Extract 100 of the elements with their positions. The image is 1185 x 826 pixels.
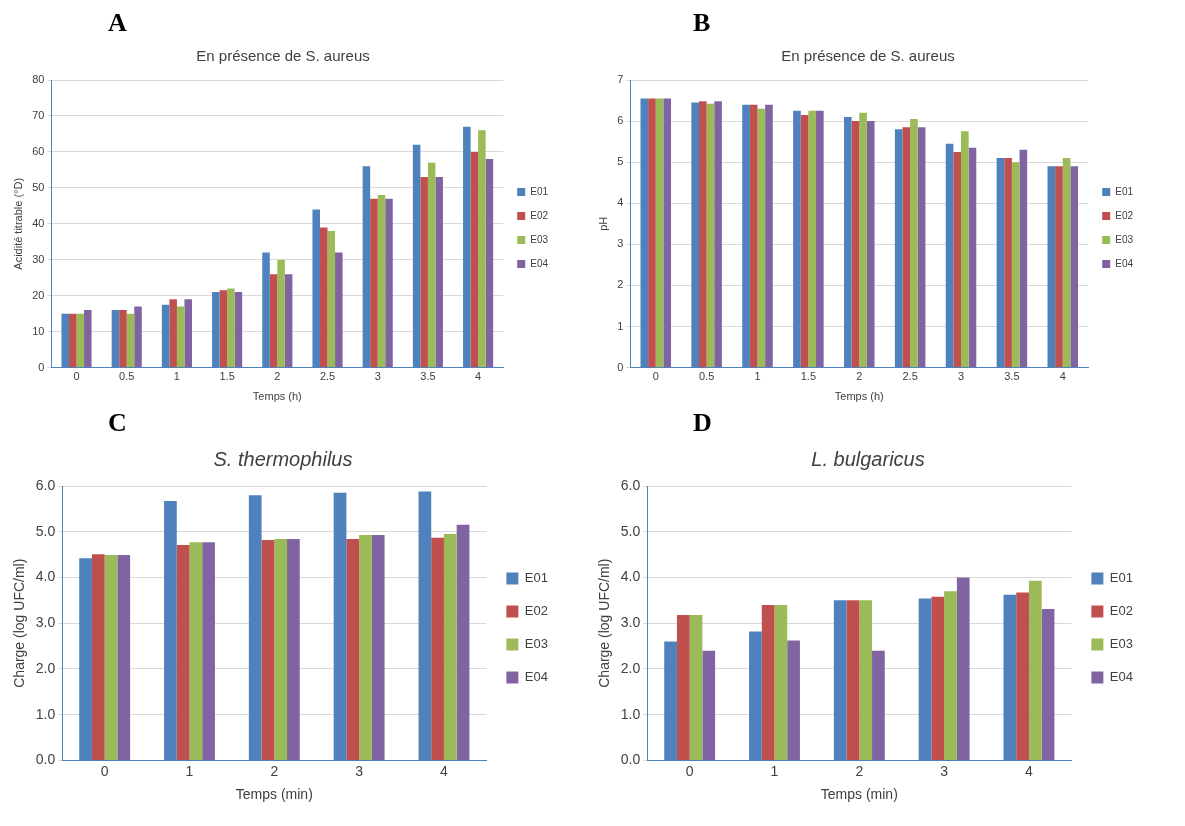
x-tick-label: 4 [1059, 370, 1066, 383]
bar [902, 127, 911, 368]
bar [910, 119, 918, 368]
y-tick-label: 5 [617, 155, 624, 168]
bar [319, 227, 328, 368]
chart-title: En présence de S. aureus [781, 47, 955, 65]
y-tick-label: 70 [32, 108, 45, 121]
bar [917, 127, 926, 368]
bar [485, 159, 494, 368]
bar [1055, 166, 1063, 368]
chart-title: L. bulgaricus [811, 447, 925, 470]
bar [420, 177, 428, 368]
bar [1062, 158, 1071, 368]
x-tick-label: 2 [856, 370, 863, 383]
x-tick-label: 3 [957, 370, 965, 383]
y-tick-label: 1.0 [35, 705, 56, 722]
y-tick-label: 5.0 [35, 522, 56, 539]
y-tick-label: 20 [32, 288, 45, 301]
y-tick-label: 40 [32, 216, 45, 229]
y-axis-title: Charge (log UFC/ml) [596, 558, 613, 688]
legend-label: E03 [524, 636, 549, 652]
bar [689, 614, 703, 760]
bar [774, 604, 788, 760]
bar [702, 650, 716, 760]
x-tick-label: 0.5 [698, 370, 715, 383]
legend-label: E02 [1109, 603, 1134, 619]
legend-label: E01 [1109, 570, 1134, 586]
bar [851, 121, 860, 368]
bar [219, 290, 228, 368]
bar [816, 110, 824, 368]
text: B [693, 8, 711, 38]
y-tick-label: 80 [32, 73, 45, 86]
bar [456, 524, 470, 760]
legend-label: E04 [524, 669, 549, 685]
x-tick-label: 0 [652, 370, 659, 383]
y-tick-label: 6.0 [35, 476, 56, 493]
legend-label: E02 [1115, 209, 1134, 221]
x-axis-title: Temps (min) [820, 786, 898, 803]
y-tick-label: 6 [617, 114, 624, 127]
bar [1070, 166, 1079, 368]
bar [648, 98, 656, 368]
y-axis-title: Charge (log UFC/ml) [11, 558, 28, 688]
bar [931, 596, 945, 760]
bar [371, 534, 385, 760]
x-tick-label: 2 [274, 370, 281, 383]
bar [944, 591, 957, 760]
y-tick-label: 3.0 [620, 614, 641, 631]
bar [269, 274, 278, 368]
y-tick-label: 50 [32, 180, 45, 193]
bar [119, 310, 127, 368]
bar [427, 162, 436, 368]
y-tick-label: 4 [617, 196, 624, 209]
bar [761, 604, 775, 760]
bar [1028, 580, 1042, 760]
x-tick-label: 3.5 [1004, 370, 1020, 383]
legend-label: E01 [524, 570, 549, 586]
legend-label: E03 [1115, 233, 1134, 245]
bar [117, 555, 131, 760]
x-tick-label: 0 [73, 370, 80, 383]
x-tick-label: 2.5 [902, 370, 918, 383]
bar [1011, 162, 1020, 368]
x-tick-label: 4 [1025, 762, 1034, 779]
bar [69, 313, 77, 368]
bar [274, 539, 288, 760]
bar [1016, 592, 1029, 760]
bar [385, 198, 393, 368]
y-tick-label: 4.0 [35, 568, 56, 585]
bar [84, 310, 92, 368]
x-tick-label: 2 [855, 762, 864, 779]
x-tick-label: 3 [940, 762, 949, 779]
bar [359, 534, 372, 760]
bar [169, 299, 177, 368]
text: D [693, 408, 712, 438]
y-axis-title: pH [596, 216, 609, 231]
text: A [108, 8, 127, 38]
bar [953, 151, 962, 368]
bar [787, 640, 800, 760]
bar [956, 577, 970, 760]
bar [176, 306, 185, 368]
bar [227, 288, 235, 368]
y-tick-label: 3.0 [35, 614, 56, 631]
legend-label: E02 [530, 209, 549, 221]
bar [699, 101, 707, 368]
bar [808, 110, 817, 368]
x-tick-label: 4 [475, 370, 482, 383]
x-tick-label: 3 [355, 762, 364, 779]
bar [287, 539, 300, 760]
bar [757, 108, 766, 368]
x-axis-title: Temps (min) [235, 786, 313, 803]
bar [327, 230, 336, 368]
y-tick-label: 0.0 [35, 751, 56, 768]
legend-label: E04 [1109, 669, 1134, 685]
bar [176, 545, 190, 760]
x-tick-label: 1 [770, 762, 779, 779]
y-tick-label: 30 [32, 252, 45, 265]
x-tick-label: 1 [185, 762, 194, 779]
x-tick-label: 3.5 [420, 370, 436, 383]
bar [765, 104, 773, 368]
x-tick-label: 0 [685, 762, 694, 779]
x-axis-title: Temps (h) [252, 390, 302, 403]
